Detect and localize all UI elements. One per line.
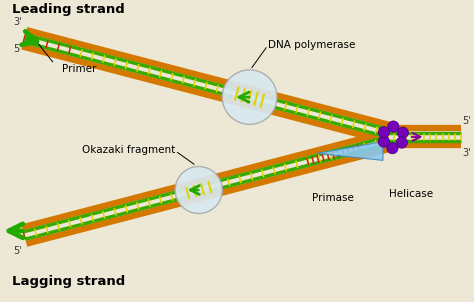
Circle shape — [378, 136, 390, 147]
Circle shape — [378, 127, 390, 138]
Text: Primer: Primer — [62, 64, 96, 74]
Text: Okazaki fragment: Okazaki fragment — [82, 145, 175, 155]
Circle shape — [387, 143, 398, 154]
Text: 5': 5' — [13, 44, 22, 54]
Text: 3': 3' — [462, 148, 471, 158]
Text: 5': 5' — [13, 246, 22, 256]
Circle shape — [397, 127, 409, 138]
Circle shape — [388, 121, 399, 132]
Text: 3': 3' — [13, 18, 22, 27]
Circle shape — [396, 137, 408, 148]
Circle shape — [175, 166, 222, 214]
Circle shape — [222, 70, 277, 124]
Text: DNA polymerase: DNA polymerase — [268, 40, 356, 50]
Text: 5': 5' — [462, 116, 471, 126]
Text: Lagging strand: Lagging strand — [12, 275, 126, 288]
Text: Primase: Primase — [312, 193, 355, 203]
Polygon shape — [317, 142, 383, 160]
Text: Helicase: Helicase — [389, 188, 433, 199]
Text: Leading strand: Leading strand — [12, 3, 125, 16]
